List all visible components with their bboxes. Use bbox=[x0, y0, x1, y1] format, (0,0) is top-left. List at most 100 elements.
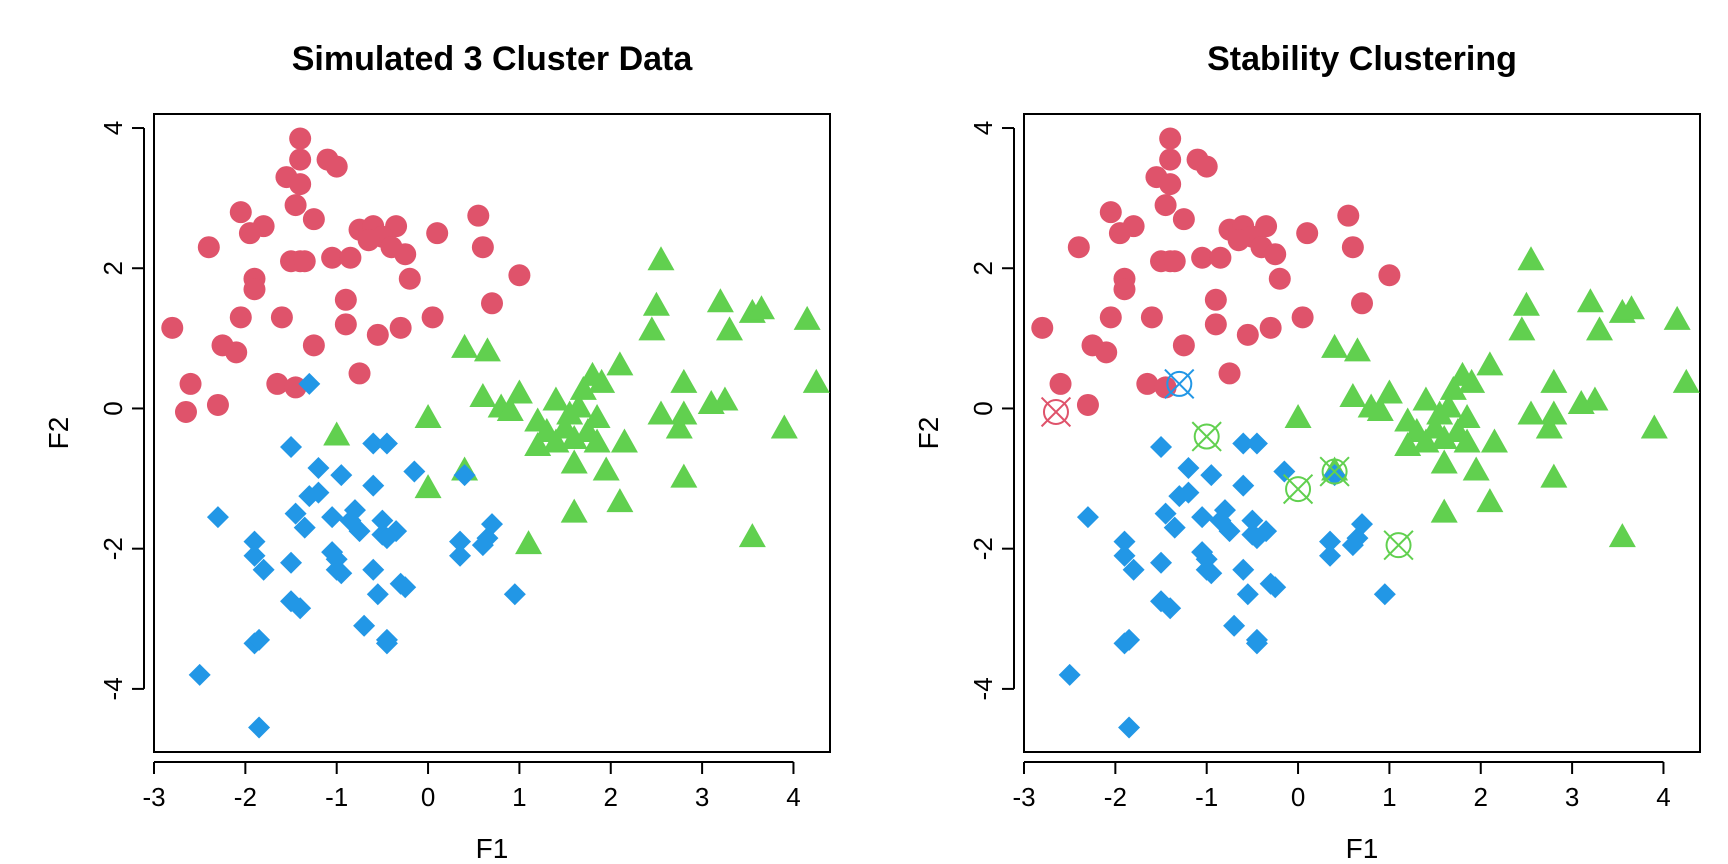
data-point-circle bbox=[389, 316, 412, 339]
data-point-circle bbox=[243, 278, 266, 301]
axis-ticks: -3 -2 -1 0 1 2 3 4 -4 -2 0 2 4 bbox=[968, 121, 1671, 812]
data-point-circle bbox=[1209, 246, 1232, 269]
data-point-circle bbox=[1159, 173, 1182, 196]
data-point-diamond bbox=[1150, 436, 1173, 459]
data-point-circle bbox=[394, 243, 417, 266]
plot-frame bbox=[1023, 113, 1701, 753]
data-point-diamond bbox=[1241, 509, 1264, 532]
data-point-triangle bbox=[647, 246, 675, 271]
data-point-diamond bbox=[280, 436, 303, 459]
data-point-triangle bbox=[1640, 414, 1668, 439]
data-point-triangle bbox=[1535, 414, 1563, 439]
y-tick-label: 0 bbox=[98, 401, 128, 415]
data-point-circle bbox=[426, 222, 449, 245]
data-point-circle bbox=[467, 204, 490, 227]
data-point-diamond bbox=[1058, 663, 1081, 686]
data-point-triangle bbox=[1284, 403, 1312, 428]
data-point-diamond bbox=[1319, 530, 1342, 553]
data-point-triangle bbox=[583, 403, 611, 428]
data-point-diamond bbox=[293, 516, 316, 539]
data-point-triangle bbox=[793, 305, 821, 330]
data-point-triangle bbox=[1430, 425, 1458, 450]
data-point-triangle bbox=[738, 523, 766, 548]
data-point-circle bbox=[481, 292, 503, 315]
data-point-circle bbox=[302, 208, 325, 231]
data-point-diamond bbox=[453, 464, 476, 487]
data-point-triangle bbox=[1321, 333, 1349, 358]
data-point-diamond bbox=[280, 551, 303, 574]
data-point-diamond bbox=[1319, 544, 1342, 567]
data-point-triangle bbox=[1540, 400, 1568, 425]
data-point-diamond bbox=[298, 372, 321, 395]
data-point-diamond bbox=[1232, 558, 1255, 581]
data-point-triangle bbox=[560, 425, 588, 450]
data-point-triangle bbox=[569, 375, 597, 400]
data-point-circle bbox=[366, 323, 389, 346]
data-point-triangle bbox=[606, 351, 634, 376]
data-point-triangle bbox=[706, 288, 734, 313]
y-tick-label: -2 bbox=[968, 537, 998, 560]
data-point-diamond bbox=[1200, 464, 1223, 487]
data-point-triangle bbox=[802, 368, 830, 393]
data-point-circle bbox=[1108, 222, 1131, 245]
data-point-circle bbox=[289, 173, 312, 196]
data-point-circle bbox=[1351, 292, 1373, 315]
data-point-diamond bbox=[188, 663, 211, 686]
x-tick-label: 2 bbox=[604, 782, 618, 812]
data-point-triangle bbox=[1672, 368, 1700, 393]
scatter-panel-right: Stability Clustering F1 F2 -3 -2 -1 0 1 2 3 4 -4… bbox=[913, 40, 1701, 864]
data-point-diamond bbox=[1218, 520, 1241, 543]
data-point-triangle bbox=[1439, 375, 1467, 400]
data-point-diamond bbox=[449, 530, 472, 553]
x-tick-label: 2 bbox=[1474, 782, 1488, 812]
data-point-triangle bbox=[473, 337, 501, 362]
data-point-circle bbox=[1259, 316, 1282, 339]
data-point-circle bbox=[289, 127, 312, 150]
data-points bbox=[1031, 127, 1700, 739]
data-point-circled-x bbox=[1383, 530, 1414, 561]
data-point-triangle bbox=[610, 428, 638, 453]
data-point-circle bbox=[266, 372, 289, 395]
data-point-circle bbox=[1099, 201, 1122, 224]
data-point-triangle bbox=[560, 449, 588, 474]
data-point-circle bbox=[1204, 313, 1227, 336]
x-tick-label: -3 bbox=[1012, 782, 1035, 812]
x-axis-label: F1 bbox=[476, 833, 509, 864]
data-point-diamond bbox=[1341, 534, 1364, 557]
data-point-circle bbox=[1140, 306, 1163, 329]
data-point-diamond bbox=[348, 520, 371, 543]
data-point-triangle bbox=[542, 386, 570, 411]
data-point-diamond bbox=[1245, 527, 1268, 550]
data-point-diamond bbox=[362, 474, 385, 497]
data-point-triangle bbox=[496, 396, 524, 421]
data-point-triangle bbox=[414, 403, 442, 428]
data-point-diamond bbox=[248, 628, 271, 651]
data-point-circle bbox=[206, 393, 229, 416]
data-point-circle bbox=[1268, 267, 1291, 290]
data-point-diamond bbox=[353, 614, 376, 637]
data-point-diamond bbox=[394, 576, 417, 599]
data-point-triangle bbox=[1512, 291, 1540, 316]
data-point-diamond bbox=[1323, 464, 1346, 487]
data-point-triangle bbox=[1617, 295, 1645, 320]
data-point-circle bbox=[1095, 341, 1118, 364]
data-point-circle bbox=[321, 246, 344, 269]
data-point-circle bbox=[1163, 250, 1186, 273]
data-point-diamond bbox=[503, 583, 526, 606]
data-point-triangle bbox=[1508, 316, 1536, 341]
data-point-triangle bbox=[642, 291, 670, 316]
data-point-circle bbox=[302, 334, 325, 357]
x-tick-label: -2 bbox=[234, 782, 257, 812]
data-point-diamond bbox=[1177, 457, 1200, 480]
data-point-triangle bbox=[1576, 288, 1604, 313]
data-point-triangle bbox=[1453, 428, 1481, 453]
x-tick-label: 3 bbox=[1565, 782, 1579, 812]
x-tick-label: 1 bbox=[1382, 782, 1396, 812]
y-tick-label: 2 bbox=[968, 261, 998, 275]
data-point-diamond bbox=[307, 457, 330, 480]
data-point-circle bbox=[197, 236, 220, 259]
data-point-triangle bbox=[451, 333, 479, 358]
data-point-triangle bbox=[515, 530, 543, 555]
data-point-diamond bbox=[1118, 716, 1141, 739]
